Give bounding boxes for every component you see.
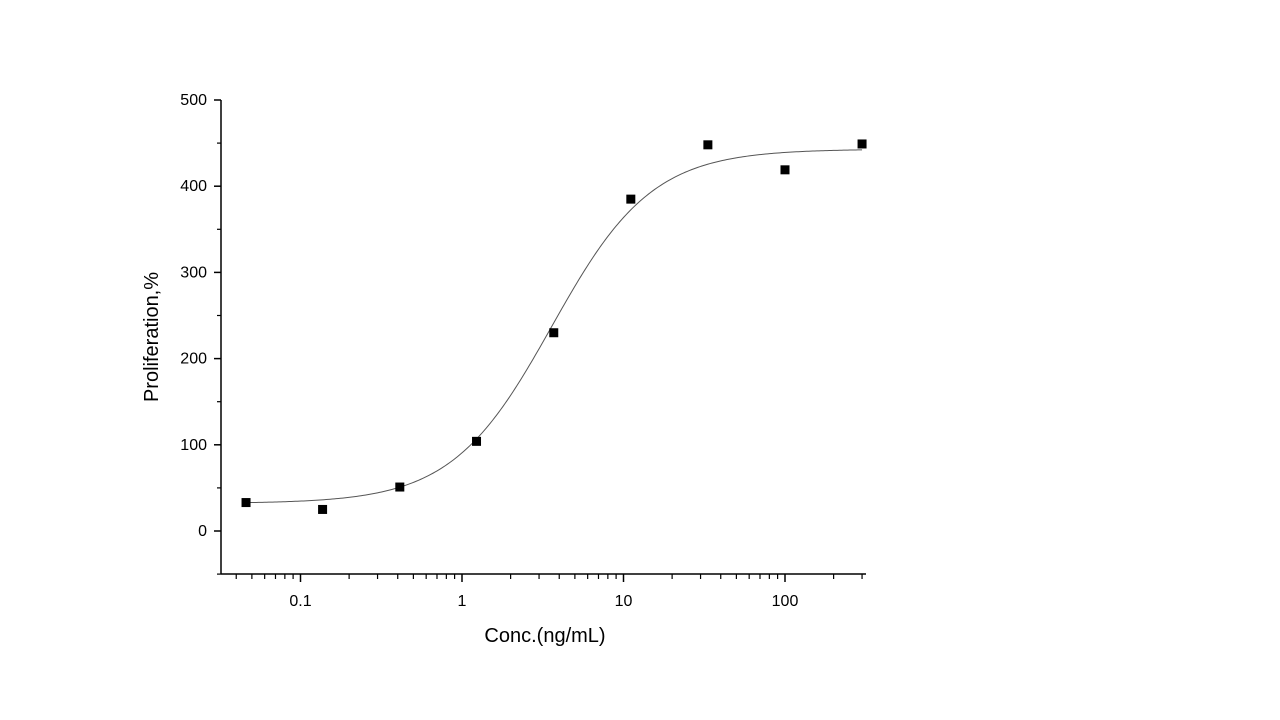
y-axis-ticks: 0 100 200 300 400 500 xyxy=(180,92,221,575)
y-tick-label: 400 xyxy=(180,178,207,195)
y-tick-label: 300 xyxy=(180,264,207,281)
x-tick-label: 0.1 xyxy=(289,593,311,610)
data-point xyxy=(241,498,251,508)
x-tick-label: 1 xyxy=(458,593,467,610)
data-point xyxy=(780,165,790,175)
data-point xyxy=(472,436,482,446)
x-tick-label: 100 xyxy=(772,593,799,610)
data-point xyxy=(857,139,867,149)
x-axis-ticks: 0.1 1 10 100 xyxy=(235,574,863,610)
data-point xyxy=(318,504,328,514)
data-point xyxy=(626,194,636,204)
y-tick-label: 100 xyxy=(180,437,207,454)
y-tick-label: 0 xyxy=(198,523,207,540)
data-points xyxy=(241,139,867,514)
fit-curve xyxy=(246,149,863,504)
data-point xyxy=(395,482,405,492)
x-tick-label: 10 xyxy=(615,593,633,610)
x-axis-title: Conc.(ng/mL) xyxy=(484,625,605,647)
data-point xyxy=(703,140,713,150)
data-point xyxy=(549,328,559,338)
y-tick-label: 200 xyxy=(180,351,207,368)
plot-area: 0 100 200 300 400 500 0.1 1 10 100 xyxy=(180,92,867,610)
y-tick-label: 500 xyxy=(180,92,207,109)
y-axis-title: Proliferation,% xyxy=(141,272,163,402)
